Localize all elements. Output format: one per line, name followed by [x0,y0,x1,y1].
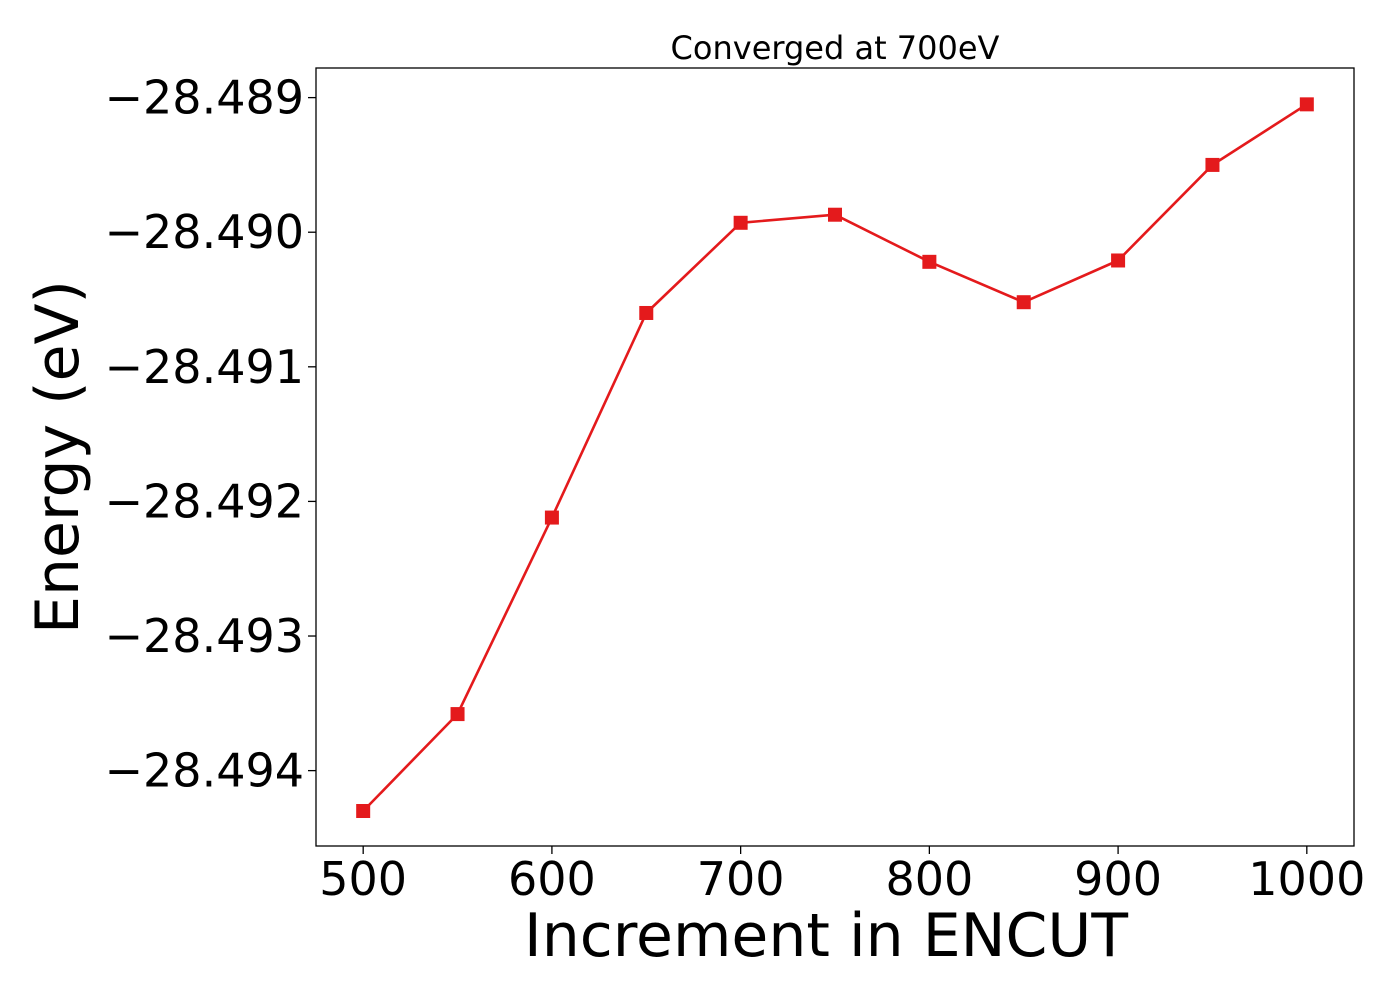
data-point [639,305,654,320]
data-point [1299,97,1314,112]
data-point [922,254,937,269]
chart-title: Converged at 700eV [671,29,1000,67]
data-point [356,804,371,819]
data-point [828,207,842,222]
data-point [1205,157,1220,172]
y-axis-ticks: −28.494 −28.493 −28.492 −28.491 −28.490 −28.4… [105,71,316,798]
y-tick-label: −28.489 [105,71,305,125]
data-point [544,510,559,525]
y-tick-label: −28.493 [105,609,305,663]
x-tick-label: 500 [319,852,407,906]
x-tick-label: 800 [885,852,973,906]
y-tick-label: −28.494 [105,744,305,798]
data-point [1111,253,1126,268]
plot-frame [315,67,1355,847]
x-axis-ticks: 500 600 700 800 900 1000 [319,846,1365,906]
y-tick-label: −28.491 [105,340,305,394]
y-tick-label: −28.490 [105,205,305,259]
y-axis-title: Energy (eV) [23,280,93,634]
x-axis-title: Increment in ENCUT [524,901,1128,971]
data-point [450,707,465,722]
series-layer [356,97,1314,819]
x-tick-label: 900 [1074,852,1162,906]
x-tick-label: 600 [508,852,596,906]
x-tick-label: 1000 [1248,852,1365,906]
x-tick-label: 700 [697,852,785,906]
data-point [1016,295,1031,310]
data-point [733,215,748,230]
y-tick-label: −28.492 [105,474,305,528]
